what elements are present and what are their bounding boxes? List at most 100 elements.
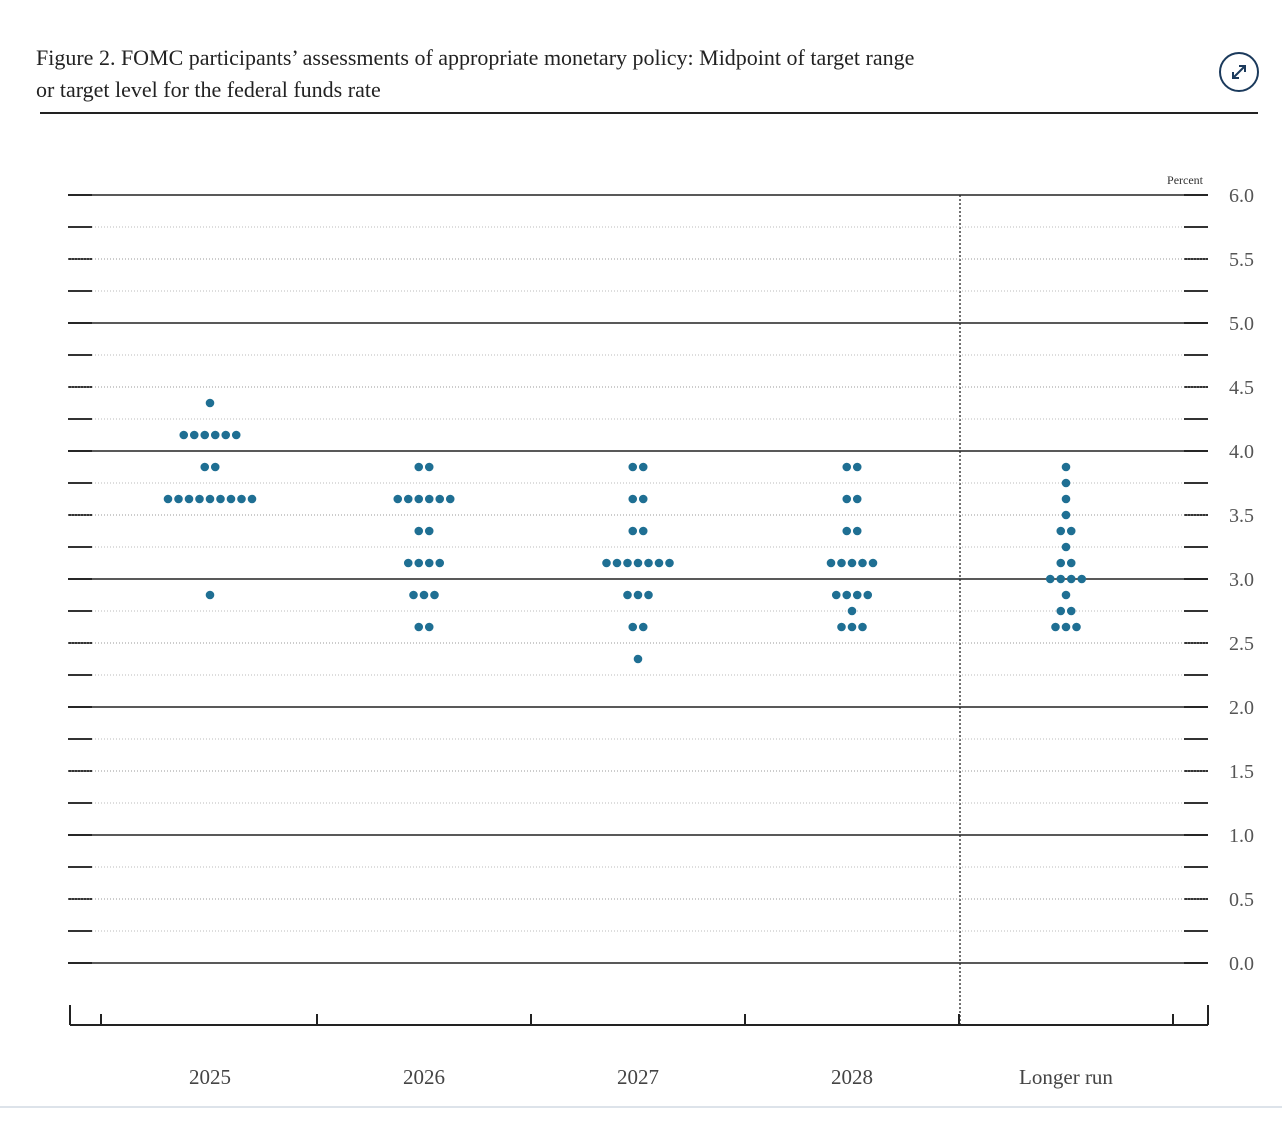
y-axis-label: Percent bbox=[1167, 173, 1204, 187]
y-tick-label: 4.0 bbox=[1229, 441, 1254, 463]
dot bbox=[1045, 574, 1055, 584]
dot bbox=[831, 590, 841, 600]
dot bbox=[628, 526, 638, 536]
dot bbox=[205, 494, 215, 504]
dot bbox=[200, 462, 210, 472]
dot bbox=[174, 494, 183, 504]
y-tick-label: 1.0 bbox=[1229, 825, 1254, 847]
dot bbox=[1066, 526, 1076, 536]
x-tick-label: 2027 bbox=[617, 1065, 659, 1089]
expand-button[interactable] bbox=[1219, 52, 1259, 92]
dot bbox=[435, 494, 445, 504]
dot bbox=[424, 622, 434, 632]
dot bbox=[638, 622, 648, 632]
dot bbox=[445, 494, 455, 504]
dot bbox=[842, 590, 852, 600]
dot bbox=[847, 606, 857, 616]
dot bbox=[210, 462, 220, 472]
dot bbox=[858, 622, 867, 632]
dot bbox=[247, 494, 257, 504]
dot bbox=[1077, 574, 1087, 584]
y-tick-label: 3.5 bbox=[1229, 505, 1254, 527]
dot bbox=[195, 494, 204, 504]
dot bbox=[163, 494, 173, 504]
dot bbox=[1066, 574, 1076, 584]
dot bbox=[205, 590, 215, 600]
dot bbox=[852, 590, 862, 600]
dot bbox=[868, 558, 878, 568]
x-tick-label: 2028 bbox=[831, 1065, 873, 1089]
dot bbox=[847, 622, 857, 632]
dot bbox=[638, 494, 648, 504]
dot bbox=[403, 558, 413, 568]
dot bbox=[837, 558, 846, 568]
dot bbox=[623, 558, 632, 568]
dot bbox=[200, 430, 210, 440]
dot bbox=[633, 558, 643, 568]
dot bbox=[1056, 574, 1066, 584]
dot bbox=[210, 430, 220, 440]
y-tick-label: 4.5 bbox=[1229, 377, 1254, 399]
dot bbox=[1056, 606, 1066, 616]
chart-subtitle: or target level for the federal funds ra… bbox=[36, 77, 381, 102]
dot bbox=[852, 526, 862, 536]
dot bbox=[644, 558, 653, 568]
dot bbox=[424, 558, 434, 568]
dot bbox=[628, 622, 638, 632]
dot bbox=[403, 494, 413, 504]
dot bbox=[430, 590, 439, 600]
dot bbox=[852, 462, 862, 472]
dot bbox=[1061, 622, 1071, 632]
dot bbox=[826, 558, 836, 568]
dot bbox=[424, 526, 434, 536]
dot bbox=[1056, 558, 1066, 568]
dot bbox=[237, 494, 246, 504]
y-tick-label: 5.5 bbox=[1229, 249, 1254, 271]
dot bbox=[419, 590, 429, 600]
dot bbox=[628, 494, 638, 504]
dot bbox=[1061, 494, 1071, 504]
dot bbox=[414, 526, 424, 536]
dot bbox=[414, 462, 424, 472]
dot bbox=[1056, 526, 1066, 536]
dot bbox=[226, 494, 236, 504]
dot bbox=[842, 462, 852, 472]
dot bbox=[435, 558, 445, 568]
dot bbox=[409, 590, 418, 600]
dot bbox=[842, 526, 852, 536]
dot bbox=[1061, 478, 1071, 488]
dot bbox=[858, 558, 867, 568]
dot bbox=[847, 558, 857, 568]
dot bbox=[633, 654, 643, 664]
dot bbox=[852, 494, 862, 504]
y-tick-label: 5.0 bbox=[1229, 313, 1254, 335]
dot bbox=[654, 558, 664, 568]
dot bbox=[184, 494, 194, 504]
dot bbox=[1072, 622, 1081, 632]
dot bbox=[1061, 542, 1071, 552]
dot bbox=[842, 494, 852, 504]
x-tick-label: 2026 bbox=[403, 1065, 445, 1089]
dot bbox=[414, 622, 424, 632]
dot bbox=[393, 494, 403, 504]
dot bbox=[189, 430, 199, 440]
y-tick-label: 2.5 bbox=[1229, 633, 1254, 655]
dot bbox=[179, 430, 189, 440]
dot bbox=[1066, 606, 1076, 616]
y-tick-label: 6.0 bbox=[1229, 185, 1254, 207]
dot bbox=[424, 494, 434, 504]
dot bbox=[602, 558, 611, 568]
x-tick-label: 2025 bbox=[189, 1065, 231, 1089]
dot bbox=[231, 430, 241, 440]
dot bbox=[1051, 622, 1060, 632]
y-tick-label: 0.0 bbox=[1229, 953, 1254, 975]
dot bbox=[205, 398, 215, 408]
dot bbox=[863, 590, 873, 600]
x-tick-label: Longer run bbox=[1019, 1065, 1113, 1089]
dot bbox=[1061, 510, 1071, 520]
dot bbox=[633, 590, 643, 600]
dot bbox=[216, 494, 225, 504]
dot bbox=[1061, 462, 1071, 472]
